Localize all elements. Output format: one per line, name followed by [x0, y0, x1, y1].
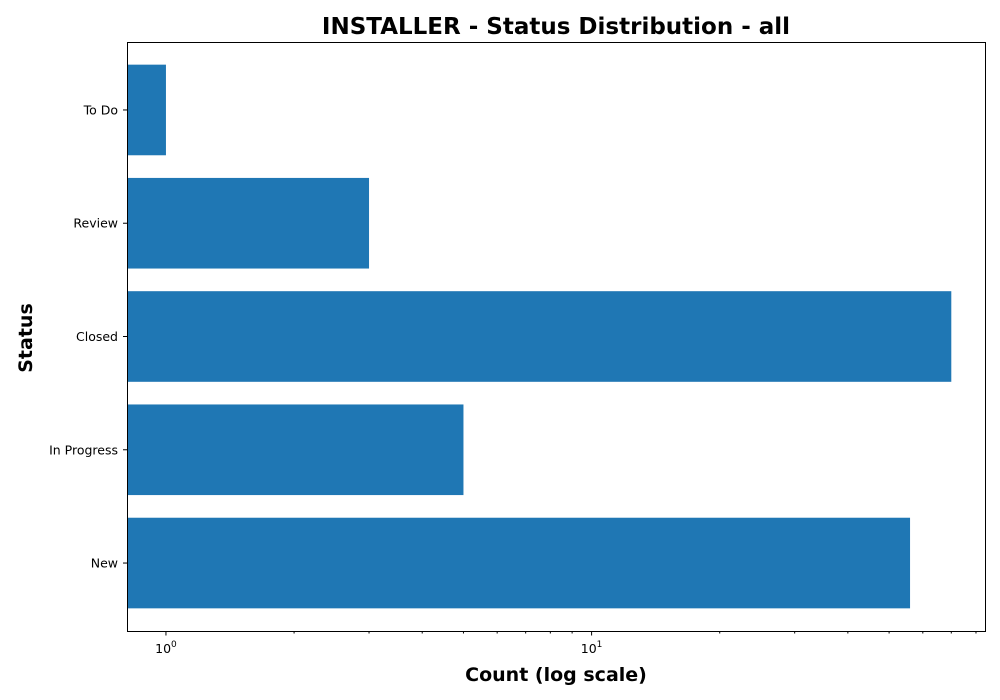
- y-tick-label: To Do: [83, 102, 118, 117]
- x-tick-label: 101: [581, 640, 603, 656]
- y-ticks: New In Progress Closed Review To Do: [49, 102, 127, 571]
- bar-in-progress: [127, 404, 464, 496]
- y-tick-label: Closed: [76, 329, 118, 344]
- y-axis-label: Status: [15, 303, 37, 373]
- bar-closed: [127, 291, 952, 382]
- bar-to-do: [127, 64, 166, 156]
- plot-frame: [127, 42, 986, 632]
- bars-group: [127, 64, 952, 609]
- chart-title: INSTALLER - Status Distribution - all: [322, 14, 790, 40]
- y-tick-label: Review: [73, 216, 118, 231]
- y-tick-label: In Progress: [49, 442, 118, 457]
- bar-new: [127, 517, 911, 609]
- x-axis-label: Count (log scale): [465, 664, 647, 686]
- bar-review: [127, 177, 370, 269]
- x-ticks: 100 101: [155, 631, 977, 656]
- y-tick-label: New: [91, 556, 118, 571]
- x-tick-label: 100: [155, 640, 177, 656]
